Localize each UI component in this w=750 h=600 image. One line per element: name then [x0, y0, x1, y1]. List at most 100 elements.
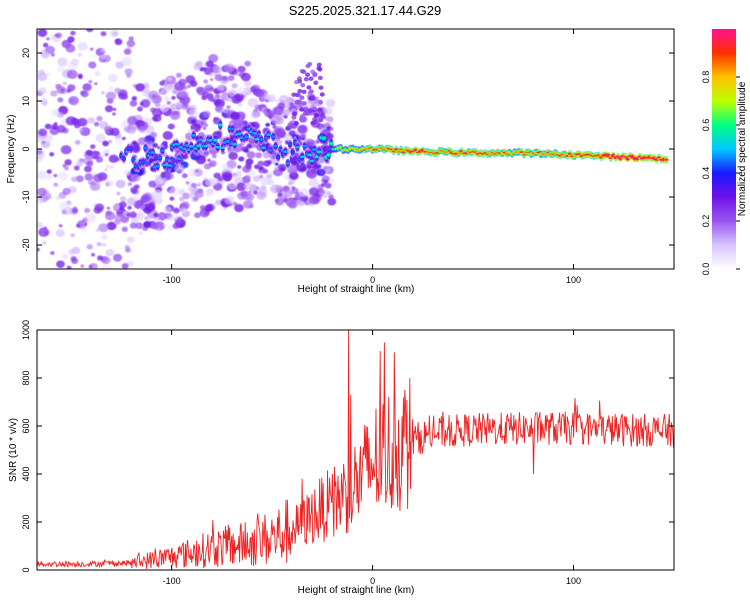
heatmap-ridge-cell — [225, 139, 230, 143]
colorbar-ticks: 0.0 0.2 0.4 0.6 0.8 — [701, 71, 740, 275]
heatmap-blob — [109, 127, 120, 136]
heatmap-blob — [94, 82, 98, 86]
heatmap-blob — [202, 126, 207, 130]
heatmap-blob — [265, 122, 270, 127]
heatmap-ridge-cell — [316, 150, 322, 154]
heatmap-blob — [323, 107, 333, 116]
heatmap-blob — [73, 165, 80, 171]
heatmap-blob — [71, 208, 78, 214]
heatmap-blob — [96, 115, 103, 122]
heatmap-blob — [264, 112, 270, 117]
heatmap-blob — [308, 178, 320, 188]
heatmap-blob — [105, 248, 115, 257]
heatmap-blob — [214, 93, 221, 99]
heatmap-blob — [84, 207, 91, 214]
heatmap-blob — [209, 177, 219, 186]
heatmap-blob — [164, 83, 176, 93]
figure-title: S225.2025.321.17.44.G29 — [289, 3, 442, 18]
heatmap-blob — [126, 212, 131, 217]
heatmap-blob — [100, 48, 106, 53]
heatmap-blob — [197, 183, 201, 187]
heatmap-blob — [173, 207, 180, 214]
heatmap-blob — [234, 92, 245, 102]
heatmap-blob — [126, 39, 136, 48]
heatmap-blob — [226, 105, 231, 110]
heatmap-blob — [161, 79, 166, 84]
heatmap-blob — [105, 165, 110, 169]
heatmap-blob — [301, 69, 307, 74]
heatmap-blob — [104, 168, 108, 172]
heatmap-blob — [173, 164, 185, 174]
heatmap-blob — [305, 72, 311, 77]
heatmap-blob — [88, 79, 93, 84]
heatmap-ridge-cell — [155, 164, 160, 168]
heatmap-blob — [212, 64, 222, 73]
snr-series — [37, 330, 674, 569]
heatmap-blob — [244, 80, 252, 87]
heatmap-blob — [127, 205, 132, 210]
heatmap-blob — [98, 223, 109, 233]
heatmap-blob — [163, 96, 170, 102]
heatmap-blob — [100, 31, 107, 37]
heatmap-blob — [202, 110, 211, 118]
heatmap-blob — [313, 80, 319, 85]
heatmap-blob — [86, 29, 94, 33]
heatmap-blob — [164, 206, 172, 213]
heatmap-blob — [285, 197, 297, 207]
heatmap-blob — [268, 180, 275, 186]
heatmap-blob — [38, 128, 48, 137]
heatmap-blob — [134, 211, 145, 221]
heatmap-ridge-cell — [203, 144, 208, 148]
colorbar-tick-label: 0.8 — [701, 71, 711, 84]
heatmap-blob — [135, 222, 144, 230]
heatmap-blob — [277, 136, 281, 139]
heatmap-blob — [201, 91, 210, 98]
heatmap-y-ticks: 20 10 0 -10 -20 — [21, 48, 674, 252]
heatmap-ridge-cell — [287, 143, 293, 147]
heatmap-blob — [167, 215, 174, 221]
heatmap-ridge-cell — [307, 153, 312, 157]
heatmap-blob — [328, 194, 334, 200]
heatmap-blob — [227, 181, 237, 190]
heatmap-blob — [37, 29, 48, 37]
heatmap-blob — [312, 169, 316, 173]
heatmap-blob — [258, 166, 264, 171]
heatmap-blob — [138, 231, 143, 236]
heatmap-blob — [169, 186, 181, 197]
heatmap-blob — [150, 131, 157, 138]
heatmap-blob — [166, 101, 172, 105]
heatmap-blob — [88, 264, 93, 269]
heatmap-ridge-cell — [131, 158, 136, 162]
heatmap-y-tick-label: 20 — [21, 48, 31, 58]
heatmap-ridge-cell — [312, 148, 317, 151]
heatmap-blob — [221, 75, 228, 81]
heatmap-blob — [252, 190, 258, 195]
heatmap-blob — [40, 99, 48, 106]
heatmap-blob — [301, 101, 307, 106]
heatmap-blob — [209, 72, 214, 77]
heatmap-blob — [291, 115, 297, 120]
heatmap-blob — [70, 233, 75, 238]
snr-x-tick-label: 0 — [370, 576, 375, 586]
heatmap-blob — [41, 241, 47, 245]
heatmap-ridge-cell — [268, 148, 274, 152]
heatmap-blob — [317, 75, 323, 81]
heatmap-blob — [152, 189, 163, 199]
heatmap-blob — [257, 160, 265, 167]
heatmap-blob — [249, 204, 254, 209]
heatmap-blob — [62, 81, 68, 86]
heatmap-blob — [106, 206, 111, 210]
heatmap-blob — [126, 260, 134, 267]
heatmap-blob — [188, 168, 198, 177]
heatmap-ridge-cell — [283, 150, 288, 154]
heatmap-blob — [270, 184, 281, 194]
heatmap-blob — [298, 188, 309, 198]
heatmap-blob — [244, 174, 251, 180]
colorbar-tick-label: 0.6 — [701, 119, 711, 132]
heatmap-blob — [325, 99, 336, 108]
heatmap-blob — [119, 196, 127, 202]
heatmap-blob — [238, 156, 245, 162]
heatmap-blob — [324, 182, 332, 189]
heatmap-blob — [297, 124, 308, 134]
